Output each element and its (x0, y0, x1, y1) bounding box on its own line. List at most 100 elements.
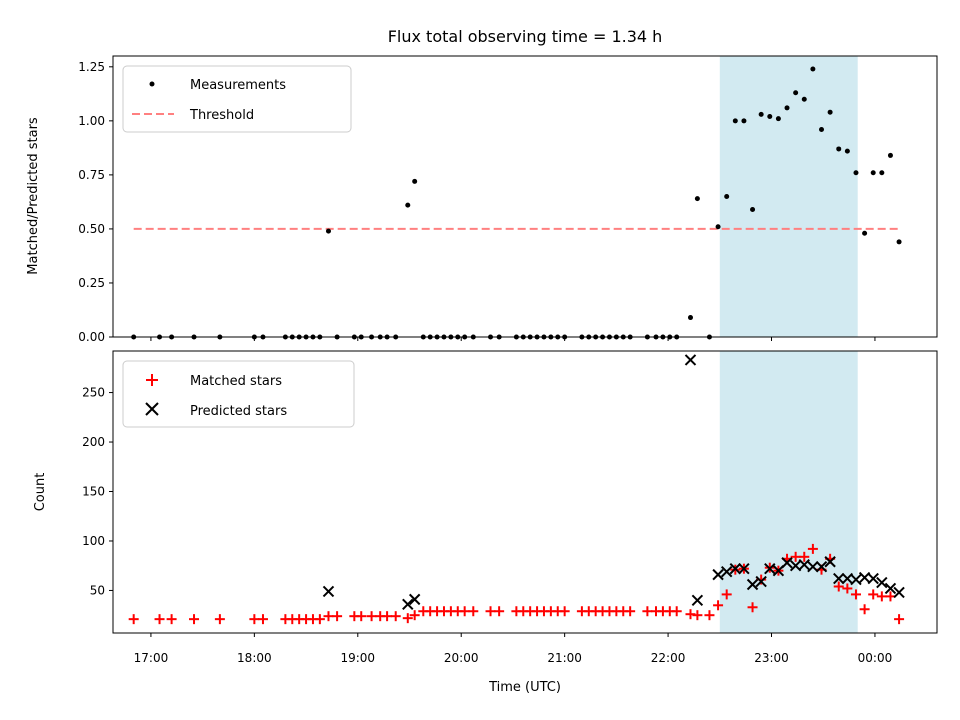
measurement-point (724, 194, 730, 199)
top-y-tick-label: 1.00 (78, 114, 105, 128)
measurement-point (853, 170, 859, 176)
matched-star-point (692, 610, 703, 621)
measurement-point (896, 239, 902, 245)
bottom-legend: Matched stars Predicted stars (122, 360, 355, 428)
top-legend-box (122, 65, 352, 133)
bottom-points (128, 354, 905, 625)
matched-star-point (314, 614, 325, 625)
predicted-star-point (833, 572, 845, 585)
predicted-star-point (755, 575, 767, 588)
top-axes-frame (112, 55, 938, 338)
measurement-point (741, 118, 747, 124)
matched-star-point (468, 606, 479, 617)
x-tick-label: 22:00 (651, 651, 686, 665)
predicted-star-point (402, 598, 414, 611)
top-shaded-span (719, 56, 858, 337)
bottom-legend-box (122, 360, 355, 428)
matched-star-point (859, 604, 870, 615)
measurement-point (862, 230, 868, 236)
matched-star-point (332, 611, 343, 622)
matched-star-point (790, 551, 801, 562)
x-tick-label: 00:00 (858, 651, 893, 665)
measurement-point (405, 202, 411, 208)
predicted-star-point (408, 593, 421, 606)
matched-star-point (459, 606, 470, 617)
bottom-panel: 50 100 150 200 250 17:00 18:00 19:00 20:00 21:00… (33, 350, 938, 695)
measurement-point (810, 66, 816, 72)
measurement-point (732, 118, 738, 124)
legend-matched-marker (146, 374, 158, 386)
predicted-star-point (720, 565, 733, 578)
top-legend: Measurements Threshold (122, 65, 352, 133)
matched-star-point (214, 614, 225, 625)
top-y-tick-label: 0.75 (78, 168, 105, 182)
matched-star-point (166, 614, 177, 625)
predicted-star-point (824, 556, 836, 568)
predicted-star-point (876, 576, 888, 589)
predicted-star-point (850, 573, 862, 586)
matched-star-point (189, 614, 200, 625)
matched-star-point (257, 614, 268, 625)
measurement-point (412, 178, 418, 184)
top-y-axis-label: Matched/Predicted stars (26, 117, 41, 275)
top-x-ticks (150, 337, 876, 341)
measurement-point (793, 90, 799, 96)
x-tick-label: 23:00 (754, 651, 789, 665)
predicted-star-point (884, 582, 897, 595)
x-tick-label: 21:00 (547, 651, 582, 665)
matched-star-point (409, 610, 420, 621)
x-axis-label: Time (UTC) (488, 680, 561, 695)
legend-measurements-label: Measurements (190, 78, 286, 93)
measurement-point (784, 105, 790, 111)
matched-star-point (642, 606, 653, 617)
legend-measurements-marker (149, 81, 155, 87)
matched-star-point (894, 614, 905, 625)
matched-star-point (625, 606, 636, 617)
bottom-y-tick-label: 250 (82, 386, 105, 400)
predicted-star-point (746, 578, 759, 591)
matched-star-point (842, 583, 853, 594)
matched-star-point (807, 543, 818, 554)
predicted-star-point (738, 562, 750, 575)
measurement-point (801, 96, 807, 102)
measurement-point (870, 170, 876, 176)
matched-star-point (747, 602, 758, 613)
predicted-star-point (781, 557, 793, 569)
measurement-point (827, 109, 833, 115)
bottom-y-tick-label: 200 (82, 435, 105, 449)
measurement-point (687, 315, 693, 321)
matched-star-point (128, 614, 139, 625)
matched-star-point (833, 581, 844, 592)
bottom-y-tick-label: 100 (82, 534, 105, 548)
legend-predicted-label: Predicted stars (190, 404, 287, 419)
top-panel: 0.00 0.25 0.50 0.75 1.00 1.25 Matched/Predict… (26, 55, 938, 344)
x-tick-label: 20:00 (444, 651, 479, 665)
measurement-point (325, 228, 331, 234)
x-tick-label: 17:00 (134, 651, 169, 665)
bottom-y-tick-label: 150 (82, 485, 105, 499)
matched-star-point (721, 589, 732, 600)
bottom-x-ticks: 17:00 18:00 19:00 20:00 21:00 22:00 23:00 00:00 (134, 633, 893, 665)
predicted-star-point (684, 354, 697, 366)
matched-star-point (868, 589, 879, 600)
measurement-point (715, 224, 721, 230)
matched-star-point (402, 613, 413, 624)
matched-star-point (671, 606, 682, 617)
predicted-star-point (798, 559, 810, 571)
top-y-tick-label: 1.25 (78, 60, 105, 74)
matched-star-point (323, 611, 334, 622)
matched-star-point (850, 589, 861, 600)
predicted-star-point (322, 585, 335, 598)
legend-predicted-marker (145, 402, 159, 416)
legend-threshold-label: Threshold (189, 108, 254, 123)
predicted-star-point (893, 586, 905, 599)
matched-star-point (249, 614, 260, 625)
predicted-star-point (712, 568, 724, 581)
measurement-point (775, 116, 781, 122)
matched-star-point (799, 551, 810, 562)
x-tick-label: 19:00 (340, 651, 375, 665)
matched-star-point (559, 606, 570, 617)
matched-star-point (390, 611, 401, 622)
measurement-point (694, 196, 700, 202)
measurement-point (819, 126, 825, 132)
